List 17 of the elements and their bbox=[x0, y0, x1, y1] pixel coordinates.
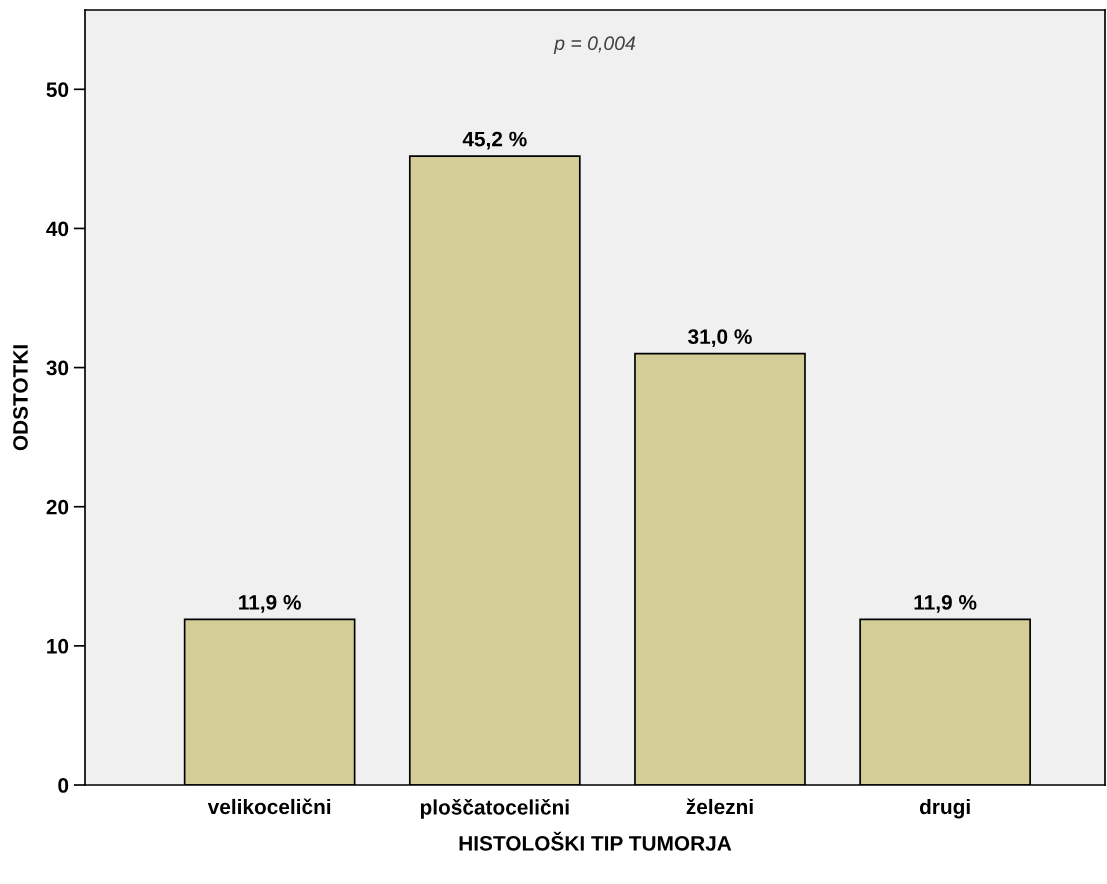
y-tick-label: 40 bbox=[46, 221, 69, 237]
x-tick-label: ploščatocelični bbox=[420, 798, 569, 819]
data-label: 11,9 % bbox=[914, 595, 977, 613]
x-tick-label: drugi bbox=[919, 798, 970, 819]
y-tick-label: 10 bbox=[47, 638, 69, 654]
x-tick-label: železni bbox=[686, 798, 753, 815]
y-tick-label: 30 bbox=[46, 360, 69, 376]
x-tick-label: velikocelični bbox=[207, 798, 331, 815]
y-tick-label: 0 bbox=[58, 778, 69, 793]
data-label: 31,0 % bbox=[688, 329, 752, 348]
y-tick-label: 20 bbox=[46, 499, 69, 515]
data-label: 11,9 % bbox=[239, 595, 301, 613]
data-label: 45,2 % bbox=[462, 131, 527, 150]
y-axis-title: ODSTOTKI bbox=[13, 345, 28, 451]
x-axis-title: HISTOLOŠKI TIP TUMORJA bbox=[459, 831, 732, 851]
annotation: p = 0,004 bbox=[553, 36, 636, 54]
y-tick-label: 50 bbox=[46, 82, 69, 98]
